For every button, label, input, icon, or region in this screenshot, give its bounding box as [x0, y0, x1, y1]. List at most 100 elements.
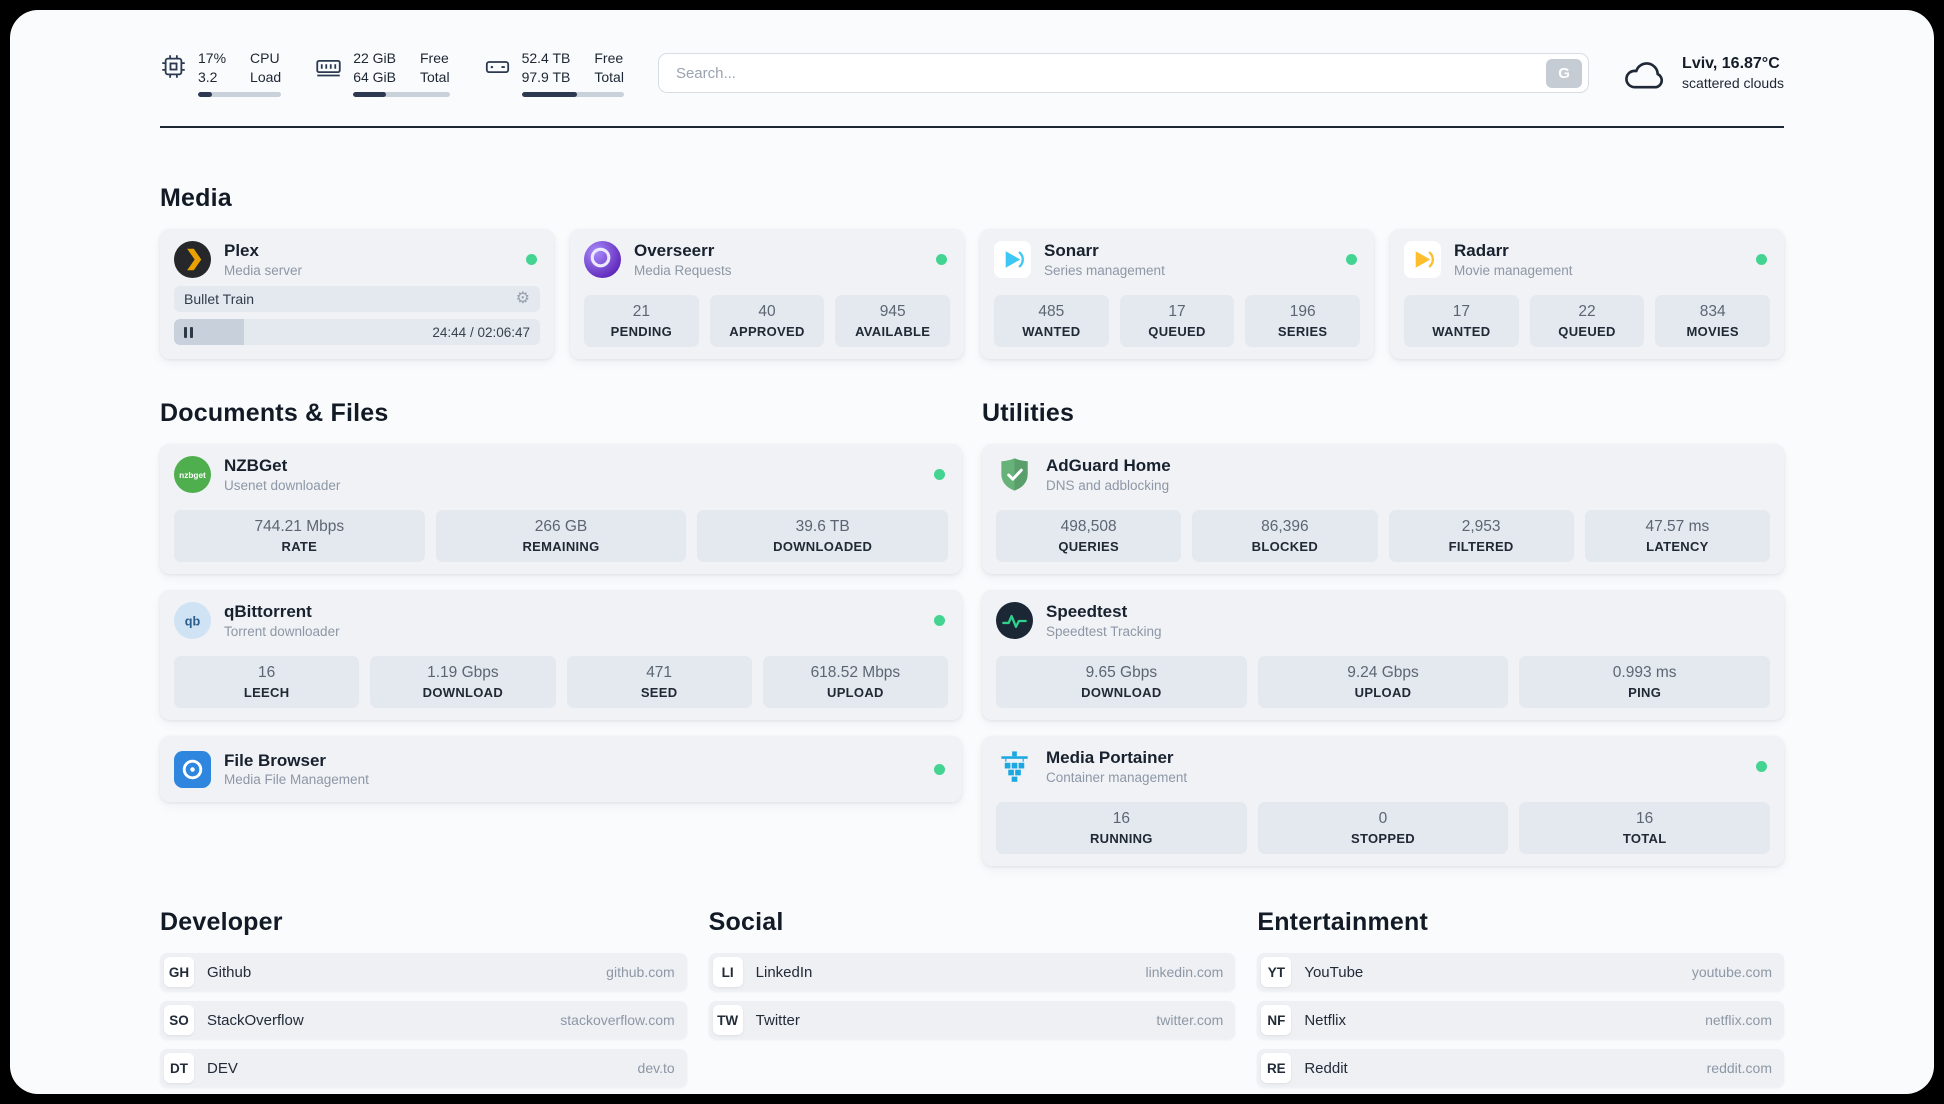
plex-icon: [174, 241, 211, 278]
gear-icon[interactable]: ⚙: [515, 290, 530, 307]
app-name: AdGuard Home: [1046, 456, 1171, 476]
nzbget-card[interactable]: nzbget NZBGet Usenet downloader 744.21 M…: [160, 444, 962, 574]
bookmark-badge: SO: [164, 1005, 194, 1035]
cpu-temp: 3.2: [198, 68, 218, 85]
search-bar: G: [657, 53, 1590, 93]
cpu-value: 17%: [198, 49, 227, 66]
stat-tile: 498,508 QUERIES: [996, 510, 1182, 562]
bookmark-row-linkedin[interactable]: LI LinkedIn linkedin.com: [708, 953, 1236, 991]
topbar: 17% CPU 3.2 Load 22 GiB Free 64 GiB: [160, 44, 1784, 102]
stat-tile: 744.21 Mbps RATE: [174, 510, 425, 562]
cpu-icon: [162, 54, 185, 78]
stat-label: WANTED: [1432, 324, 1491, 339]
stat-value: 39.6 TB: [795, 518, 850, 535]
stat-value: 86,396: [1261, 518, 1309, 535]
bookmark-url: reddit.com: [1706, 1060, 1772, 1076]
stat-value: 17: [1452, 303, 1470, 320]
stat-tile: 0 STOPPED: [1257, 802, 1509, 854]
radarr-card[interactable]: Radarr Movie management 17 WANTED 22 QUE…: [1390, 229, 1784, 359]
app-subtitle: Speedtest Tracking: [1046, 623, 1162, 639]
app-subtitle: Movie management: [1454, 262, 1573, 278]
stat-label: LEECH: [243, 685, 290, 700]
stat-value: 21: [632, 303, 650, 320]
disk-icon: [485, 60, 509, 73]
search-engine-button[interactable]: G: [1546, 58, 1583, 88]
stat-label: UPLOAD: [827, 685, 884, 700]
stat-label: APPROVED: [729, 324, 805, 339]
bookmark-badge: NF: [1261, 1005, 1292, 1035]
bookmark-name: StackOverflow: [207, 1011, 304, 1029]
stat-value: 16: [1636, 810, 1654, 827]
overseerr-card[interactable]: Overseerr Media Requests 21 PENDING 40 A…: [570, 229, 964, 359]
playback-progress-bar[interactable]: 24:44 / 02:06:47: [174, 319, 540, 345]
stat-tile: 22 QUEUED: [1529, 295, 1645, 347]
filebrowser-icon: [174, 750, 211, 788]
stat-tile: 0.993 ms PING: [1519, 656, 1770, 708]
qbittorrent-card[interactable]: qb qBittorrent Torrent downloader 16 LEE…: [160, 590, 962, 720]
app-name: File Browser: [224, 750, 327, 770]
bookmark-row-twitter[interactable]: TW Twitter twitter.com: [708, 1001, 1236, 1039]
stat-value: 834: [1699, 303, 1726, 320]
ram-free-label: Free: [420, 49, 449, 66]
qbittorrent-icon: qb: [174, 602, 211, 639]
stat-tile: 40 APPROVED: [709, 295, 825, 347]
adguard-card[interactable]: AdGuard Home DNS and adblocking 498,508 …: [982, 444, 1784, 574]
bookmark-row-reddit[interactable]: RE Reddit reddit.com: [1257, 1049, 1784, 1087]
stat-label: RUNNING: [1089, 831, 1153, 846]
sonarr-card[interactable]: Sonarr Series management 485 WANTED 17 Q…: [980, 229, 1374, 359]
portainer-card[interactable]: Media Portainer Container management 16 …: [982, 736, 1784, 866]
bookmark-name: LinkedIn: [755, 963, 813, 981]
stat-label: BLOCKED: [1251, 539, 1319, 554]
utilities-section: Utilities AdGuard Home DNS and adblockin…: [982, 399, 1784, 866]
cpu-load-label: Load: [250, 68, 282, 85]
adguard-icon: [1001, 458, 1028, 491]
search-input[interactable]: [673, 63, 1547, 83]
bookmark-url: stackoverflow.com: [560, 1012, 675, 1028]
bookmark-badge: LI: [712, 957, 743, 987]
stat-tile: 17 WANTED: [1404, 295, 1519, 347]
entertainment-section-title: Entertainment: [1257, 908, 1429, 936]
status-dot: [934, 763, 945, 775]
app-name: Overseerr: [634, 241, 715, 261]
speedtest-card[interactable]: Speedtest Speedtest Tracking 9.65 Gbps D…: [982, 590, 1784, 720]
bookmark-badge: DT: [164, 1053, 194, 1083]
stat-value: 9.24 Gbps: [1347, 664, 1419, 681]
stat-label: QUEUED: [1148, 324, 1206, 339]
disk-free-value: 52.4 TB: [521, 49, 571, 66]
bookmark-row-stackoverflow[interactable]: SO StackOverflow stackoverflow.com: [160, 1001, 687, 1039]
bookmark-row-dev[interactable]: DT DEV dev.to: [160, 1049, 687, 1087]
sonarr-icon: [994, 241, 1031, 278]
dashboard-panel: 17% CPU 3.2 Load 22 GiB Free 64 GiB: [10, 10, 1934, 1094]
bookmark-badge: RE: [1261, 1053, 1292, 1083]
stat-tile: 471 SEED: [566, 656, 752, 708]
bookmark-badge: TW: [712, 1005, 743, 1035]
bookmark-row-github[interactable]: GH Github github.com: [160, 953, 687, 991]
stat-label: STOPPED: [1350, 831, 1415, 846]
portainer-icon: [1001, 751, 1028, 782]
bookmark-row-netflix[interactable]: NF Netflix netflix.com: [1257, 1001, 1784, 1039]
ram-usage-bar: [353, 91, 450, 97]
stat-label: REMAINING: [522, 539, 600, 554]
status-dot: [934, 615, 945, 626]
filebrowser-card[interactable]: File Browser Media File Management: [160, 736, 962, 802]
bookmark-url: dev.to: [637, 1060, 675, 1076]
stat-label: LATENCY: [1646, 539, 1709, 554]
app-subtitle: Series management: [1044, 262, 1165, 278]
cpu-usage-bar: [198, 91, 282, 97]
bookmark-name: Netflix: [1304, 1011, 1347, 1029]
stat-value: 485: [1038, 303, 1065, 320]
disk-total-value: 97.9 TB: [521, 68, 571, 85]
bookmark-name: YouTube: [1304, 963, 1364, 981]
plex-card[interactable]: Plex Media server Bullet Train ⚙ 24:44 /…: [160, 229, 554, 359]
stat-value: 16: [258, 664, 276, 681]
status-dot: [1756, 254, 1767, 265]
bookmark-row-youtube[interactable]: YT YouTube youtube.com: [1257, 953, 1784, 991]
pause-icon[interactable]: [184, 326, 193, 338]
stat-label: PING: [1628, 685, 1662, 700]
stat-label: QUERIES: [1058, 539, 1119, 554]
stat-label: DOWNLOAD: [422, 685, 504, 700]
stat-label: TOTAL: [1622, 831, 1667, 846]
stat-tile: 16 LEECH: [174, 656, 360, 708]
bookmark-url: twitter.com: [1156, 1012, 1224, 1028]
stat-tile: 21 PENDING: [584, 295, 699, 347]
